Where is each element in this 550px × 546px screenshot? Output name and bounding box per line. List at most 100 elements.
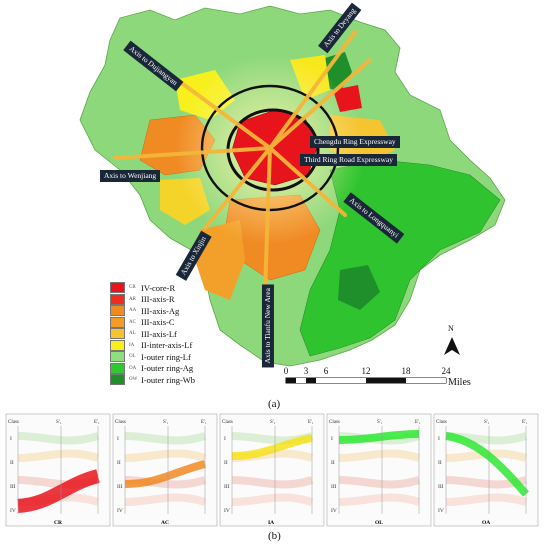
class-header: Class <box>222 420 233 425</box>
scale-bar <box>285 377 447 384</box>
legend-item: CR IV-core-R <box>110 282 195 294</box>
legend-code: AR <box>129 296 136 302</box>
north-label: N <box>448 324 454 333</box>
scale-tick: 3 <box>303 366 309 376</box>
ring-expressway-label: Chengdu Ring Expressway <box>310 136 400 148</box>
legend-item: IA II-inter-axis-Lf <box>110 339 195 352</box>
legend-swatch <box>110 328 125 340</box>
legend-label: III-axis-Lf <box>141 328 177 339</box>
north-indicator: N <box>441 324 461 354</box>
scale-labels: 0 3 6 12 18 24 Miles <box>283 366 476 392</box>
class-level-label: II <box>224 460 228 466</box>
class-level-label: IV <box>10 508 16 514</box>
legend-item: AA III-axis-Ag <box>110 305 195 317</box>
e-axis-label: E'₁ <box>415 420 421 425</box>
class-level-label: II <box>10 460 14 466</box>
scale-tick: 12 <box>361 366 371 376</box>
scale-tick: 18 <box>401 366 411 376</box>
s-axis-label: S'₁ <box>377 420 383 425</box>
e-axis-label: E'₁ <box>522 420 528 425</box>
legend-swatch <box>110 339 125 351</box>
legend-swatch <box>110 374 125 386</box>
ring-expressway <box>200 84 340 212</box>
panel-code-label: OL <box>375 520 383 526</box>
scale-tick: 6 <box>323 366 329 376</box>
class-level-label: IV <box>224 508 230 514</box>
s-axis-label: S'₁ <box>484 420 490 425</box>
legend-item: AL III-axis-Lf <box>110 328 195 340</box>
axis-arrows <box>113 30 372 294</box>
legend-swatch <box>110 282 125 294</box>
class-level-label: I <box>10 436 12 442</box>
class-level-label: III <box>224 484 230 490</box>
class-level-label: III <box>438 484 444 490</box>
flow-stream <box>124 460 206 488</box>
s-axis-label: S'₁ <box>270 420 276 425</box>
panel-code-label: CR <box>54 520 63 526</box>
s-axis-label: S'₁ <box>163 420 169 425</box>
flow-stream <box>231 434 313 460</box>
class-level-label: II <box>331 460 335 466</box>
legend-item: OA I-outer ring-Ag <box>110 362 195 375</box>
e-axis-label: E'₁ <box>201 420 207 425</box>
scale-tick: 24 <box>441 366 451 376</box>
class-header: Class <box>436 420 447 425</box>
legend-label: II-inter-axis-Lf <box>141 340 193 351</box>
third-ring-label: Third Ring Road Expressway <box>300 154 397 166</box>
legend-label: I-outer ring-Ag <box>141 363 194 374</box>
class-level-label: II <box>438 460 442 466</box>
legend-code: OW <box>129 377 138 383</box>
legend-label: I-outer ring-Lf <box>141 351 191 362</box>
panel-code-label: IA <box>268 520 274 526</box>
legend-swatch <box>110 351 125 363</box>
axis-label-tianfu: Axis to Tianfu New Area <box>261 284 274 368</box>
legend-swatch <box>110 293 125 305</box>
flow-stream <box>445 432 530 497</box>
class-header: Class <box>115 420 126 425</box>
legend-item: OW I-outer ring-Wb <box>110 374 195 386</box>
legend-code: AL <box>129 331 136 337</box>
axis-label-wenjiang: Axis to Wenjiang <box>100 170 161 182</box>
class-level-label: III <box>117 484 123 490</box>
panel-code-label: AC <box>161 520 169 526</box>
legend-swatch <box>110 362 125 374</box>
legend-code: AA <box>129 308 137 314</box>
class-level-label: III <box>331 484 337 490</box>
legend-swatch <box>110 316 125 328</box>
caption-b: (b) <box>268 530 281 542</box>
scale-unit: Miles <box>448 377 471 388</box>
class-level-label: I <box>224 436 226 442</box>
class-level-label: III <box>10 484 16 490</box>
panel-code-label: OA <box>482 520 490 526</box>
class-level-label: IV <box>331 508 337 514</box>
class-level-label: I <box>331 436 333 442</box>
class-header: Class <box>8 420 19 425</box>
axis-r-zone <box>333 85 362 112</box>
class-level-label: II <box>117 460 121 466</box>
e-axis-label: E'₁ <box>94 420 100 425</box>
legend-label: I-outer ring-Wb <box>141 374 196 385</box>
flow-stream <box>17 469 100 513</box>
outer-ring-wb-zone-2 <box>338 265 380 310</box>
map-legend: CR IV-core-R AR III-axis-R AA III-axis-Ag AC II… <box>110 282 195 386</box>
legend-label: III-axis-Ag <box>141 305 180 316</box>
scale-tick: 0 <box>283 366 289 376</box>
outer-ring-ag-zone <box>299 159 501 357</box>
legend-code: OA <box>129 365 137 371</box>
legend-code: AC <box>129 319 136 325</box>
s-axis-label: S'₁ <box>56 420 62 425</box>
legend-code: CR <box>129 285 136 291</box>
class-level-label: IV <box>117 508 123 514</box>
legend-item: AR III-axis-R <box>110 293 195 306</box>
class-level-label: IV <box>438 508 444 514</box>
legend-item: OL I-outer ring-Lf <box>110 351 195 363</box>
flow-stream <box>338 430 420 444</box>
legend-label: IV-core-R <box>141 282 176 293</box>
class-header: Class <box>329 420 340 425</box>
